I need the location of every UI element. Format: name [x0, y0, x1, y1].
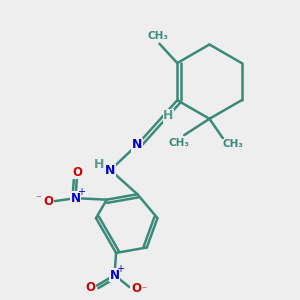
Text: N: N — [105, 164, 116, 177]
Text: H: H — [163, 110, 174, 122]
Text: ⁻: ⁻ — [141, 285, 146, 295]
Text: O: O — [43, 195, 53, 208]
Text: N: N — [70, 192, 80, 205]
Text: O: O — [72, 166, 82, 178]
Text: N: N — [110, 269, 120, 282]
Text: H: H — [94, 158, 104, 171]
Text: O: O — [131, 282, 141, 295]
Text: CH₃: CH₃ — [223, 139, 244, 149]
Text: CH₃: CH₃ — [147, 31, 168, 41]
Text: N: N — [132, 138, 142, 151]
Text: O: O — [86, 280, 96, 294]
Text: +: + — [77, 187, 86, 196]
Text: CH₃: CH₃ — [168, 138, 189, 148]
Text: +: + — [116, 264, 124, 274]
Text: ⁻: ⁻ — [35, 194, 41, 204]
